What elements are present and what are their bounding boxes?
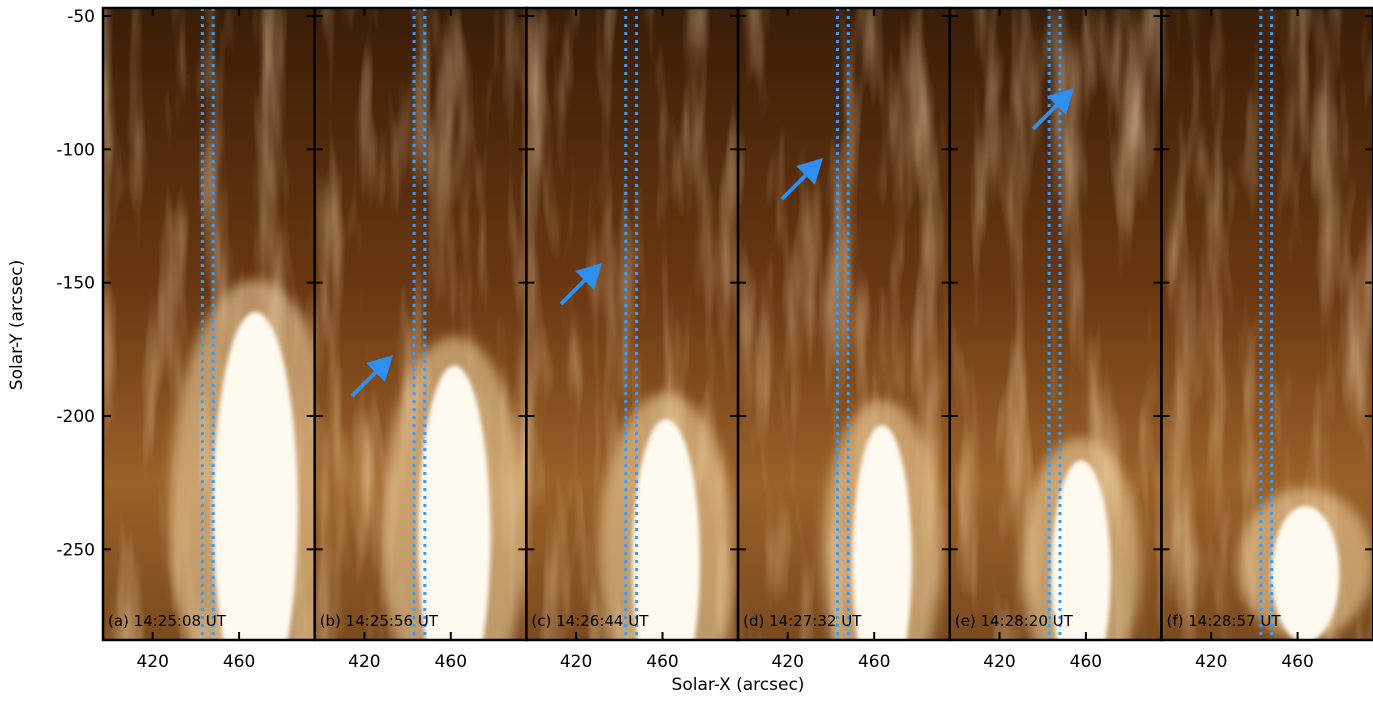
y-tick-label: -250 — [56, 540, 95, 560]
panels: 420 460 -50 -100 -150 -200 -250 (a) 14:25:08 UT… — [56, 7, 1373, 697]
x-tick-label: 460 — [646, 652, 678, 672]
solar-image — [103, 8, 340, 697]
panel-label: (c) 14:26:44 UT — [531, 612, 649, 630]
x-tick-label: 420 — [348, 652, 380, 672]
solar-image — [315, 8, 527, 697]
y-tick-label: -100 — [56, 140, 95, 160]
x-tick-label: 420 — [772, 652, 804, 672]
solar-image — [738, 8, 950, 697]
x-tick-label: 460 — [1281, 652, 1313, 672]
solar-image — [1162, 8, 1373, 642]
x-tick-label: 460 — [435, 652, 467, 672]
x-tick-label: 420 — [136, 652, 168, 672]
y-axis-label: Solar-Y (arcsec) — [7, 260, 27, 390]
panel-label: (a) 14:25:08 UT — [108, 612, 227, 630]
x-axis-label: Solar-X (arcsec) — [672, 675, 805, 695]
x-tick-label: 420 — [983, 652, 1015, 672]
y-tick-label: -150 — [56, 274, 95, 294]
solar-image — [526, 8, 738, 697]
flare — [418, 366, 490, 697]
x-tick-label: 460 — [1070, 652, 1102, 672]
panel: 420 460 (e) 14:28:20 UT — [950, 8, 1162, 691]
flare — [1272, 506, 1340, 643]
panel: 420 460 -50 -100 -150 -200 -250 (a) 14:25:08 UT — [56, 7, 340, 697]
panel-label: (e) 14:28:20 UT — [955, 612, 1074, 630]
panel: 420 460 (f) 14:28:57 UT — [1162, 8, 1373, 672]
panel: 420 460 (c) 14:26:44 UT — [526, 8, 738, 697]
y-tick-label: -50 — [67, 7, 95, 27]
y-tick-label: -200 — [56, 407, 95, 427]
x-tick-label: 460 — [858, 652, 890, 672]
panel: 420 460 (d) 14:27:32 UT — [738, 8, 950, 697]
x-tick-label: 420 — [560, 652, 592, 672]
panel-label: (f) 14:28:57 UT — [1167, 612, 1282, 630]
solar-image — [950, 8, 1162, 691]
panel-label: (b) 14:25:56 UT — [320, 612, 439, 630]
panel: 420 460 (b) 14:25:56 UT — [315, 8, 527, 697]
x-tick-label: 460 — [223, 652, 255, 672]
x-tick-label: 420 — [1195, 652, 1227, 672]
panel-label: (d) 14:27:32 UT — [743, 612, 862, 630]
